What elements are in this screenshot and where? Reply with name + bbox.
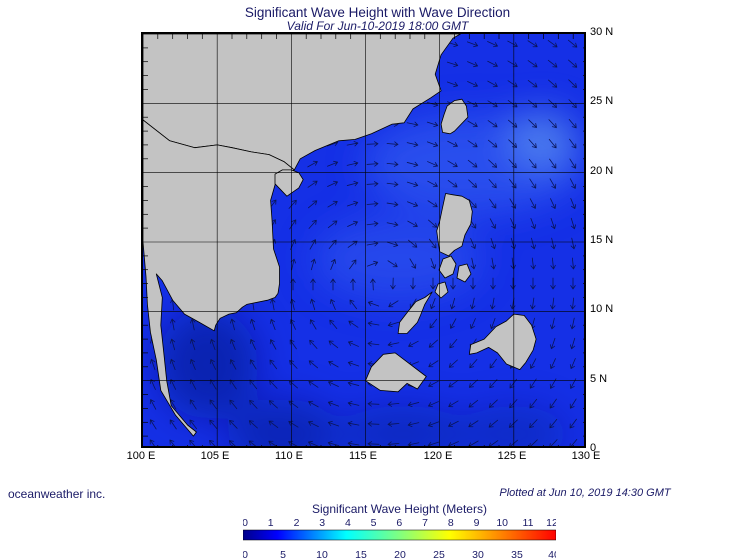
svg-text:6: 6	[396, 517, 402, 529]
svg-text:15: 15	[355, 549, 367, 560]
svg-text:0: 0	[243, 517, 248, 529]
svg-text:5: 5	[280, 549, 286, 560]
svg-text:11: 11	[523, 517, 534, 529]
svg-text:3: 3	[319, 517, 325, 529]
svg-text:5: 5	[371, 517, 377, 529]
svg-text:12: 12	[546, 517, 556, 529]
svg-text:9: 9	[474, 517, 480, 529]
svg-text:20: 20	[394, 549, 406, 560]
svg-text:30: 30	[472, 549, 484, 560]
svg-text:4: 4	[345, 517, 351, 529]
svg-text:7: 7	[422, 517, 428, 529]
svg-text:2: 2	[294, 517, 300, 529]
svg-text:25: 25	[433, 549, 445, 560]
svg-text:40: 40	[548, 549, 556, 560]
svg-text:0: 0	[243, 549, 248, 560]
svg-text:8: 8	[448, 517, 454, 529]
svg-text:1: 1	[268, 517, 274, 529]
svg-text:35: 35	[511, 549, 523, 560]
svg-text:10: 10	[496, 517, 508, 529]
svg-text:10: 10	[316, 549, 328, 560]
